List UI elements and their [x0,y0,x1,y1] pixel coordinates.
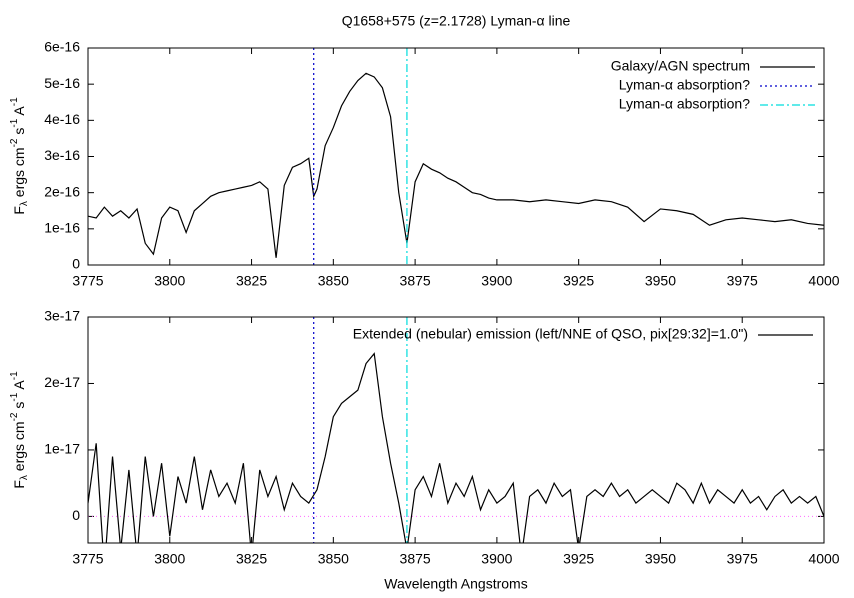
y-tick-label: 1e-16 [44,220,80,236]
x-tick-label: 3825 [236,551,267,567]
y-label-part: s [11,128,27,139]
y-tick-label: 1e-17 [44,441,80,457]
y-label-part: A [11,106,27,119]
y-tick-label: 0 [72,507,80,523]
x-tick-label: 3900 [481,551,512,567]
y-label-part: ergs cm [11,147,27,201]
x-tick-label: 3975 [727,273,758,289]
plot-frame [87,316,825,544]
x-tick-label: 3875 [400,551,431,567]
chart-title: Q1658+575 (z=2.1728) Lyman-α line [342,13,571,29]
x-tick-label: 3950 [645,273,676,289]
x-tick-label: 3775 [72,273,103,289]
y-tick-label: 0 [72,256,80,272]
y-label-part: λ [19,201,30,206]
x-tick-label: 4000 [808,551,839,567]
legend-label: Galaxy/AGN spectrum [611,58,750,74]
x-tick-label: 3950 [645,551,676,567]
x-tick-label: 3900 [481,273,512,289]
x-tick-label: 3800 [154,551,185,567]
x-tick-label: 3975 [727,551,758,567]
y-label-part: -1 [9,97,20,106]
y-label-part: ergs cm [11,421,27,475]
y-label-part: -2 [9,412,20,421]
x-tick-label: 3850 [318,273,349,289]
y-label-part: A [11,380,27,393]
y-label-part: -1 [9,371,20,380]
y-tick-label: 6e-16 [44,39,80,55]
y-label-part: -2 [9,138,20,147]
y-tick-label: 3e-16 [44,147,80,163]
y-label-part: F [11,480,27,489]
x-tick-label: 3925 [563,273,594,289]
y-axis-label: Fλ ergs cm-2 s-1 A-1 [9,371,30,489]
y-label-part: λ [19,475,30,480]
y-tick-label: 3e-17 [44,308,80,324]
y-tick-label: 4e-16 [44,111,80,127]
x-tick-label: 4000 [808,273,839,289]
x-tick-label: 3925 [563,551,594,567]
y-label-part: s [11,402,27,413]
x-tick-label: 3775 [72,551,103,567]
x-tick-label: 3800 [154,273,185,289]
y-tick-label: 2e-16 [44,183,80,199]
plot-frame [87,47,825,266]
y-label-part: -1 [9,392,20,401]
y-axis-label: Fλ ergs cm-2 s-1 A-1 [9,97,30,215]
y-tick-label: 2e-17 [44,374,80,390]
y-tick-label: 5e-16 [44,75,80,91]
spectrum-line [88,72,824,258]
legend-label: Lyman-α absorption? [619,96,751,112]
x-tick-label: 3825 [236,273,267,289]
y-label-part: -1 [9,118,20,127]
x-axis-label: Wavelength Angstroms [384,576,527,592]
spectrum-line [88,352,824,543]
x-tick-label: 3875 [400,273,431,289]
x-tick-label: 3850 [318,551,349,567]
y-label-part: F [11,206,27,215]
legend-label: Extended (nebular) emission (left/NNE of… [353,326,748,342]
legend-label: Lyman-α absorption? [619,77,751,93]
